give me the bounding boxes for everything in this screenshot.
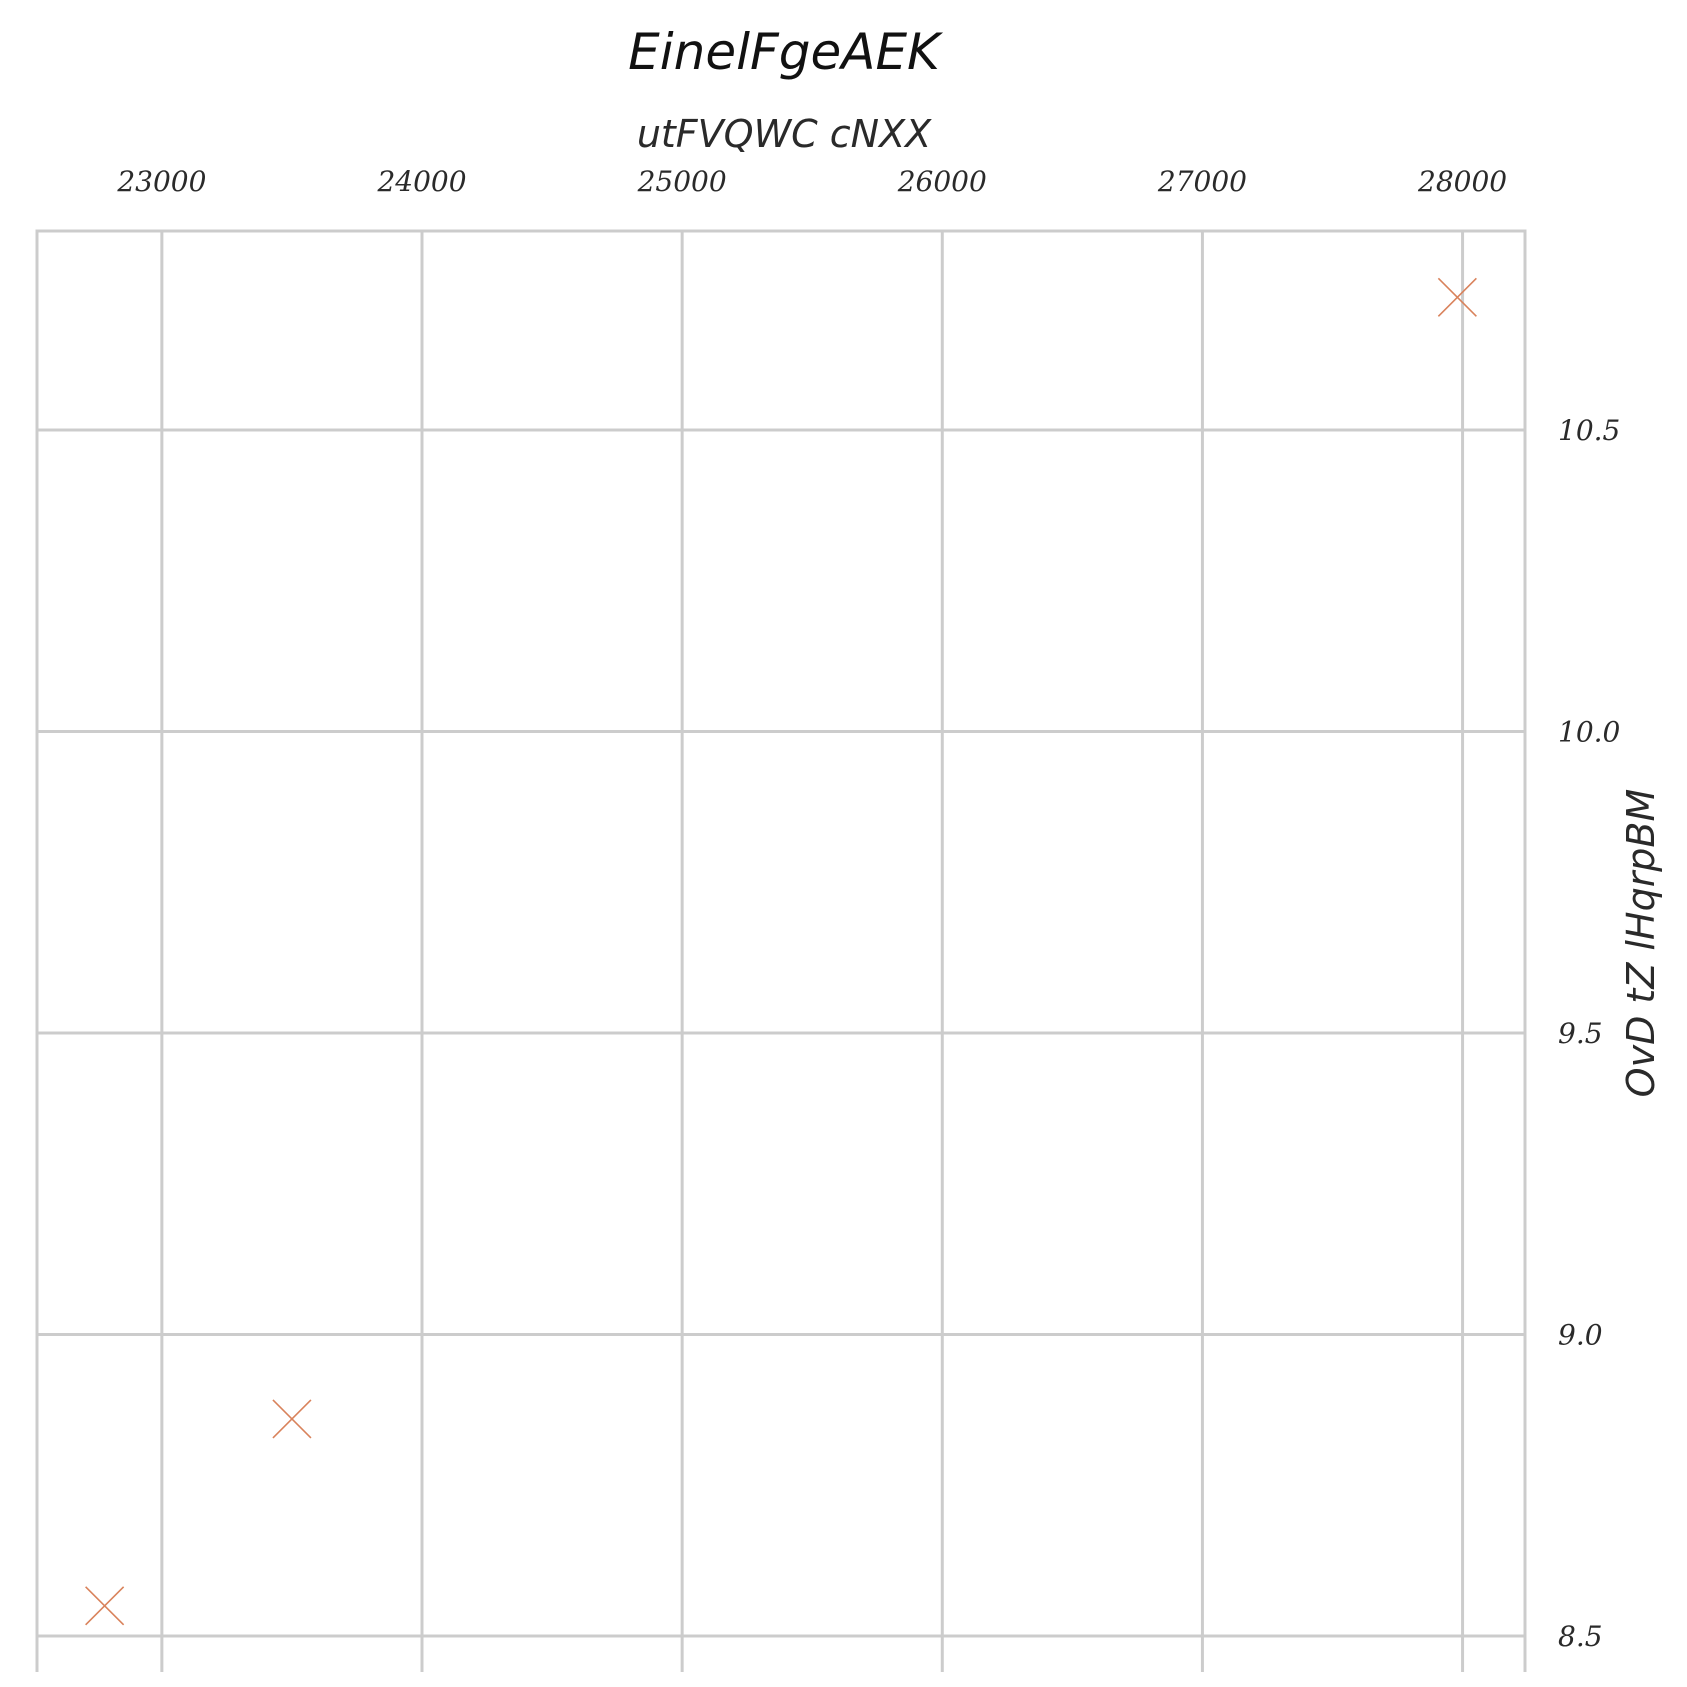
y-tick-label: 9.0: [1558, 1318, 1603, 1351]
data-point: [1437, 277, 1477, 317]
grid: [35, 231, 1527, 1672]
data-point: [85, 1586, 125, 1626]
y-tick-label: 9.5: [1558, 1017, 1603, 1050]
y-tick-label: 10.0: [1558, 715, 1620, 748]
x-tick-label: 25000: [637, 165, 727, 198]
chart-title: EinelFgeAEK: [628, 23, 944, 81]
x-tick-label: 23000: [116, 165, 206, 198]
plot-frame: [35, 229, 1527, 1638]
y-tick-label: 8.5: [1558, 1620, 1603, 1653]
x-axis-label: utFVQWC cNXX: [637, 112, 932, 156]
x-tick-label: 26000: [897, 165, 987, 198]
x-tick-label: 28000: [1417, 165, 1507, 198]
data-points: [85, 277, 1477, 1626]
y-tick-label: 10.5: [1558, 414, 1620, 447]
x-tick-label: 27000: [1157, 165, 1247, 198]
y-axis-label: OvD tZ lHqrpBM: [1619, 789, 1663, 1098]
x-tick-label: 24000: [376, 165, 466, 198]
data-point: [272, 1399, 312, 1439]
tick-labels: 23000 24000 25000 26000 27000 28000 8.5 9.0 9.5 1…: [116, 165, 1620, 1653]
